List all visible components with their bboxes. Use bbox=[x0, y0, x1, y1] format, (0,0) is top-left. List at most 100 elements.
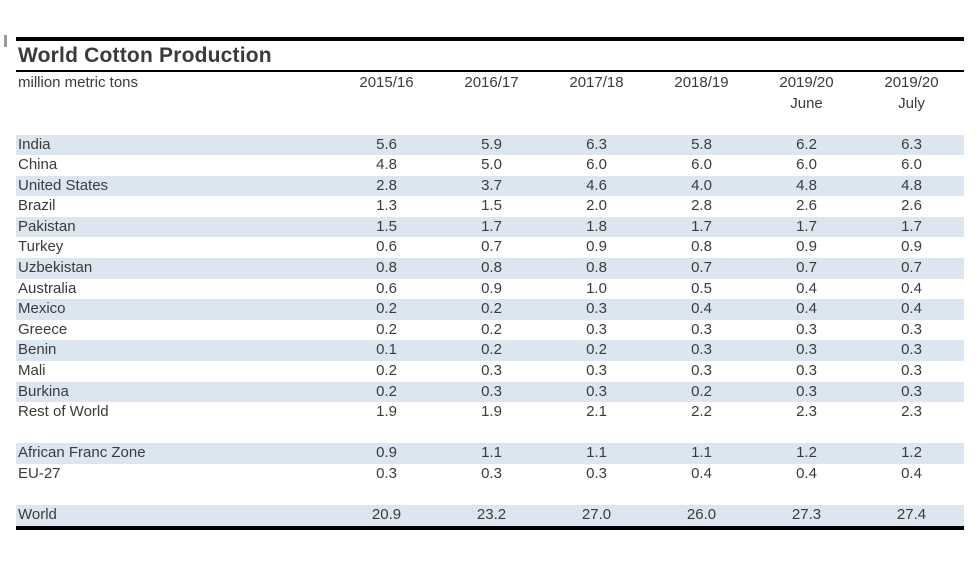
cell-value: 0.3 bbox=[859, 381, 964, 403]
cell-value bbox=[754, 484, 859, 506]
cell-value bbox=[544, 422, 649, 444]
table-row: Turkey 0.6 0.7 0.9 0.8 0.9 0.9 bbox=[16, 237, 964, 258]
cell-value: 1.9 bbox=[481, 403, 502, 421]
cell-value: 0.6 bbox=[376, 279, 397, 297]
cell-value: 20.9 bbox=[334, 505, 439, 526]
cell-value: 23.2 bbox=[439, 505, 544, 526]
cell-value: 0.3 bbox=[586, 320, 607, 338]
cell-value: 0.3 bbox=[691, 362, 712, 380]
row-label: China bbox=[18, 156, 58, 174]
page-title: World Cotton Production bbox=[18, 44, 272, 67]
table-body: India 5.6 5.9 6.3 5.8 6.2 6.3 China 4.8 5.0 6.0 6.0… bbox=[16, 134, 964, 526]
cell-value: 6.2 bbox=[754, 134, 859, 156]
row-label: EU-27 bbox=[18, 465, 61, 482]
table-row: African Franc Zone 0.9 1.1 1.1 1.1 1.2 1.2 bbox=[16, 443, 964, 464]
cell-value: 1.9 bbox=[376, 403, 397, 421]
cell-value: 0.7 bbox=[649, 258, 754, 279]
cell-value: 0.3 bbox=[586, 465, 607, 482]
row-label bbox=[16, 484, 334, 506]
header-spacer-cell bbox=[16, 114, 964, 135]
column-subheader: July bbox=[898, 94, 925, 112]
cell-value: 0.3 bbox=[796, 320, 817, 338]
cell-value: 4.8 bbox=[754, 175, 859, 197]
screen-edge-artifact bbox=[4, 35, 7, 47]
cell-value: 0.6 bbox=[376, 238, 397, 256]
table-row: Australia 0.6 0.9 1.0 0.5 0.4 0.4 bbox=[16, 279, 964, 300]
cell-value: 0.4 bbox=[649, 299, 754, 320]
row-label: Mexico bbox=[16, 299, 334, 320]
cell-value: 4.6 bbox=[544, 175, 649, 197]
cell-value: 0.2 bbox=[439, 299, 544, 320]
cell-value: 0.3 bbox=[754, 381, 859, 403]
column-header: 2017/18 bbox=[569, 73, 624, 91]
cell-value: 1.7 bbox=[649, 216, 754, 238]
cell-value bbox=[649, 484, 754, 506]
cell-value: 1.7 bbox=[439, 216, 544, 238]
cell-value: 0.9 bbox=[586, 238, 607, 256]
cell-value: 2.0 bbox=[586, 197, 607, 215]
cell-value: 5.6 bbox=[334, 134, 439, 156]
cell-value: 0.3 bbox=[439, 381, 544, 403]
cell-value: 0.2 bbox=[544, 340, 649, 362]
row-label: Turkey bbox=[18, 238, 64, 256]
cell-value: 27.3 bbox=[754, 505, 859, 526]
cell-value: 0.3 bbox=[481, 362, 502, 380]
cell-value: 0.2 bbox=[334, 381, 439, 403]
cell-value: 2.1 bbox=[586, 403, 607, 421]
cell-value: 1.5 bbox=[334, 216, 439, 238]
cell-value: 0.9 bbox=[481, 279, 502, 297]
cell-value: 2.3 bbox=[796, 403, 817, 421]
cell-value: 0.3 bbox=[544, 299, 649, 320]
cell-value bbox=[649, 422, 754, 444]
cell-value: 3.7 bbox=[439, 175, 544, 197]
row-label: Benin bbox=[16, 340, 334, 362]
cell-value: 0.3 bbox=[376, 465, 397, 482]
header-spacer-row bbox=[16, 114, 964, 135]
column-header: 2016/17 bbox=[464, 73, 519, 91]
column-subheader bbox=[544, 94, 649, 114]
bottom-rule bbox=[16, 525, 964, 530]
cell-value: 0.7 bbox=[754, 258, 859, 279]
table-row: Brazil 1.3 1.5 2.0 2.8 2.6 2.6 bbox=[16, 196, 964, 217]
cell-value: 0.4 bbox=[796, 279, 817, 297]
row-label: Brazil bbox=[18, 197, 56, 215]
table-header: million metric tons 2015/16 2016/17 2017… bbox=[16, 72, 964, 135]
row-label: United States bbox=[16, 175, 334, 197]
table-row: Mexico 0.2 0.2 0.3 0.4 0.4 0.4 bbox=[16, 299, 964, 320]
cell-value: 6.0 bbox=[586, 156, 607, 174]
cell-value: 2.6 bbox=[901, 197, 922, 215]
cell-value: 0.4 bbox=[859, 299, 964, 320]
cell-value: 1.0 bbox=[586, 279, 607, 297]
table-row: Burkina 0.2 0.3 0.3 0.2 0.3 0.3 bbox=[16, 381, 964, 403]
cell-value: 1.3 bbox=[376, 197, 397, 215]
cell-value: 0.8 bbox=[439, 258, 544, 279]
title-underline-rule bbox=[16, 70, 964, 72]
cell-value: 0.5 bbox=[691, 279, 712, 297]
cell-value: 1.2 bbox=[859, 443, 964, 464]
cell-value: 0.1 bbox=[334, 340, 439, 362]
cell-value bbox=[544, 484, 649, 506]
cell-value: 0.3 bbox=[796, 362, 817, 380]
cell-value: 0.2 bbox=[439, 340, 544, 362]
cell-value: 1.8 bbox=[544, 216, 649, 238]
cell-value: 0.3 bbox=[901, 320, 922, 338]
row-label: African Franc Zone bbox=[16, 443, 334, 464]
cell-value: 6.0 bbox=[691, 156, 712, 174]
cell-value: 0.9 bbox=[334, 443, 439, 464]
cell-value: 2.8 bbox=[691, 197, 712, 215]
cell-value: 27.0 bbox=[544, 505, 649, 526]
cell-value: 6.3 bbox=[859, 134, 964, 156]
cell-value bbox=[334, 422, 439, 444]
cell-value: 0.3 bbox=[691, 320, 712, 338]
cell-value: 2.3 bbox=[901, 403, 922, 421]
cell-value: 4.8 bbox=[376, 156, 397, 174]
column-header: 2015/16 bbox=[359, 73, 414, 91]
cell-value: 0.9 bbox=[901, 238, 922, 256]
cell-value: 0.3 bbox=[754, 340, 859, 362]
cell-value: 0.2 bbox=[649, 381, 754, 403]
cell-value: 0.3 bbox=[586, 362, 607, 380]
column-header: 2019/20 bbox=[779, 73, 834, 91]
table-row: China 4.8 5.0 6.0 6.0 6.0 6.0 bbox=[16, 155, 964, 176]
cell-value: 2.2 bbox=[691, 403, 712, 421]
